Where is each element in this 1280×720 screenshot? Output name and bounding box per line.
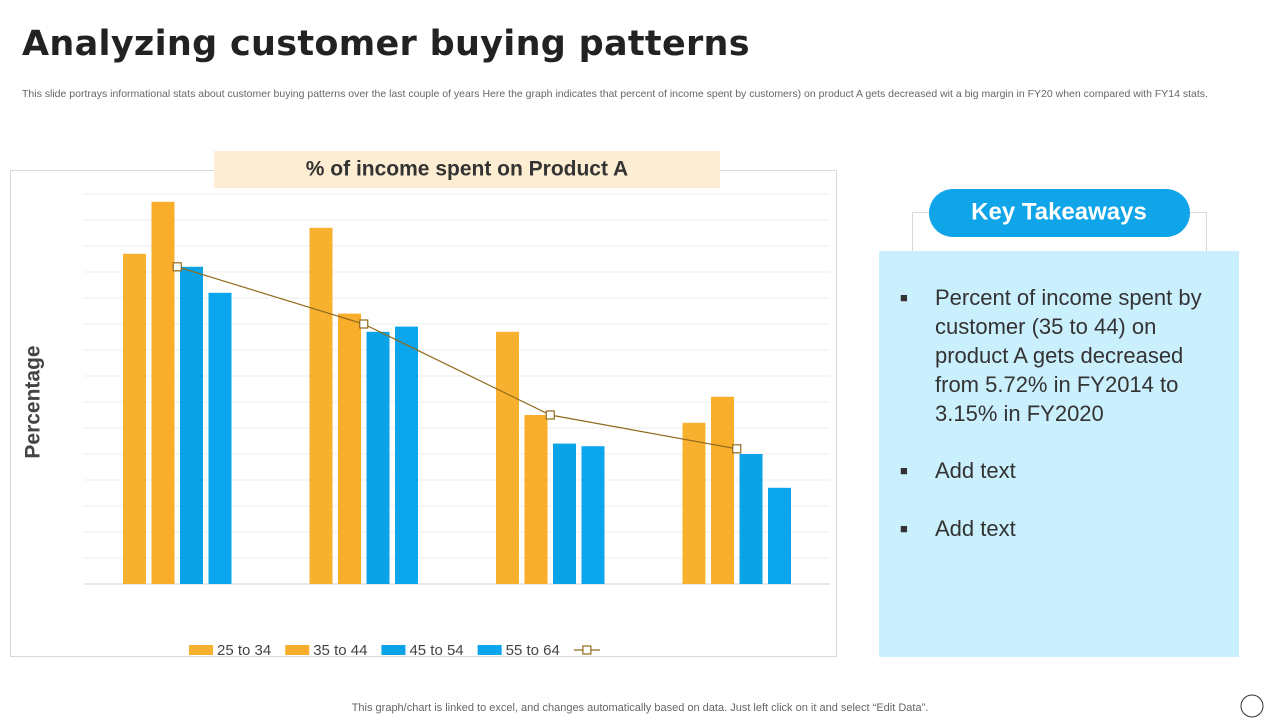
bar [208, 292, 232, 584]
legend-label: 35 to 44 [313, 642, 367, 659]
line-marker [732, 444, 742, 454]
bar [553, 443, 576, 584]
takeaway-item: ■ Add text [900, 514, 1210, 543]
legend-swatch [285, 645, 310, 655]
bar [768, 487, 791, 584]
bar [682, 422, 706, 584]
takeaway-text: Add text [935, 516, 1016, 541]
takeaway-panel [879, 251, 1239, 657]
takeaway-item: ■ Percent of income spent by customer (35… [900, 283, 1210, 428]
legend-label: 55 to 64 [506, 642, 560, 659]
takeaway-text: Add text [935, 458, 1016, 483]
page-subtitle: This slide portrays informational stats … [22, 88, 1208, 100]
bar [524, 415, 548, 584]
footer-note: This graph/chart is linked to excel, and… [351, 702, 929, 714]
line-marker [172, 262, 182, 272]
bar [496, 331, 519, 584]
line-marker [545, 410, 555, 420]
legend-swatch [582, 645, 592, 655]
bar [739, 454, 763, 584]
corner-circle [1240, 694, 1264, 718]
takeaway-heading: Key Takeaways [971, 198, 1147, 225]
bar [366, 331, 390, 584]
takeaway-item: ■ Add text [900, 456, 1210, 485]
bar [309, 227, 333, 585]
legend-swatch [381, 645, 406, 655]
legend-swatch [189, 645, 213, 655]
bar [180, 266, 203, 584]
bar [711, 396, 734, 584]
page-title: Analyzing customer buying patterns [22, 24, 750, 64]
chart-title-box [214, 151, 720, 188]
bar [151, 201, 175, 585]
bar [338, 313, 361, 584]
takeaway-pill [929, 189, 1190, 237]
y-axis-label: Percentage [22, 345, 45, 458]
legend-label: 25 to 34 [217, 642, 271, 659]
legend-swatch [477, 645, 502, 655]
bar [395, 326, 418, 584]
legend-label: 45 to 54 [409, 642, 463, 659]
line-series [177, 266, 737, 450]
chart-title: % of income spent on Product A [306, 158, 628, 181]
line-marker [359, 319, 369, 329]
bar [581, 446, 605, 584]
bar [123, 253, 146, 585]
takeaway-text: Percent of income spent by customer (35 … [935, 285, 1202, 426]
